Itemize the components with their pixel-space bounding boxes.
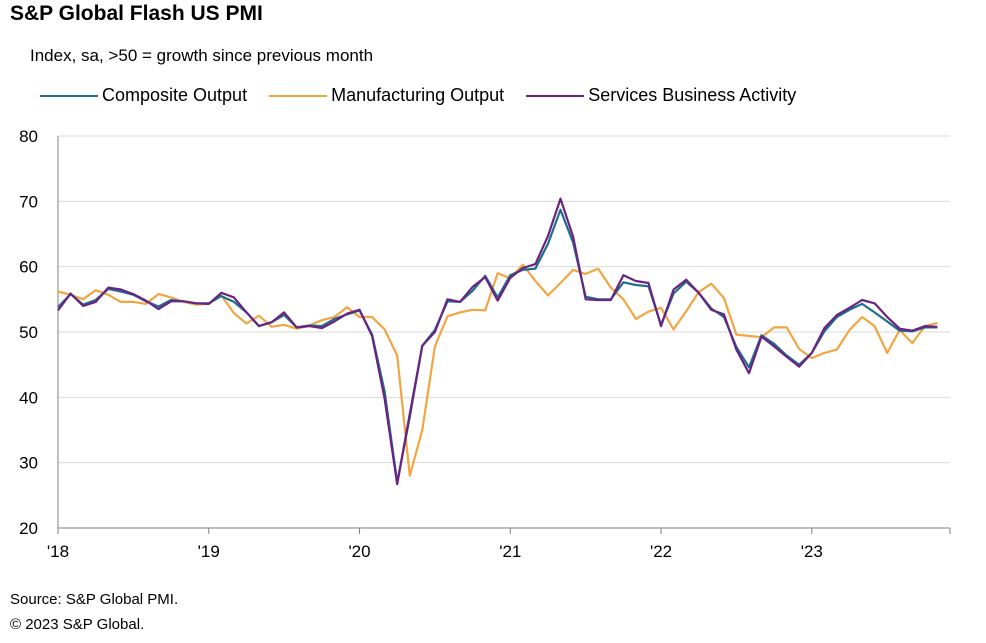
y-tick-label: 30: [19, 454, 38, 473]
legend-label-composite: Composite Output: [102, 85, 248, 105]
series-line-composite-output: [57, 208, 938, 484]
legend-swatch-manufacturing: [269, 94, 328, 97]
x-tick-label: '18: [47, 542, 69, 561]
x-tick-label: '22: [650, 542, 672, 561]
legend-item-composite: Composite Output: [40, 85, 247, 106]
copyright-note: © 2023 S&P Global.: [10, 616, 145, 633]
source-note: Source: S&P Global PMI.: [10, 591, 179, 608]
legend-item-manufacturing: Manufacturing Output: [269, 85, 504, 106]
series-line-services-business-activity: [57, 197, 938, 486]
legend-swatch-composite: [40, 94, 98, 97]
chart-subtitle: Index, sa, >50 = growth since previous m…: [30, 46, 374, 65]
line-chart: 20 30 40 50 60 70 80 '18 '19 '20 '21 '22 '23: [19, 127, 951, 561]
legend-label-services: Services Business Activity: [588, 85, 797, 105]
x-tick-label: '23: [801, 542, 823, 561]
chart-title: S&P Global Flash US PMI: [10, 2, 263, 25]
y-tick-label: 80: [19, 127, 38, 146]
y-tick-label: 70: [19, 192, 38, 211]
x-tick-label: '20: [348, 542, 370, 561]
legend-item-services: Services Business Activity: [526, 85, 796, 106]
legend-label-manufacturing: Manufacturing Output: [331, 85, 505, 105]
x-tick-label: '21: [499, 542, 521, 561]
y-tick-label: 40: [19, 388, 38, 407]
y-tick-label: 20: [19, 519, 38, 538]
legend-swatch-services: [526, 94, 585, 97]
y-tick-label: 50: [19, 323, 38, 342]
legend: Composite Output Manufacturing Output Se…: [40, 85, 818, 106]
x-tick-label: '19: [198, 542, 220, 561]
y-tick-label: 60: [19, 258, 38, 277]
